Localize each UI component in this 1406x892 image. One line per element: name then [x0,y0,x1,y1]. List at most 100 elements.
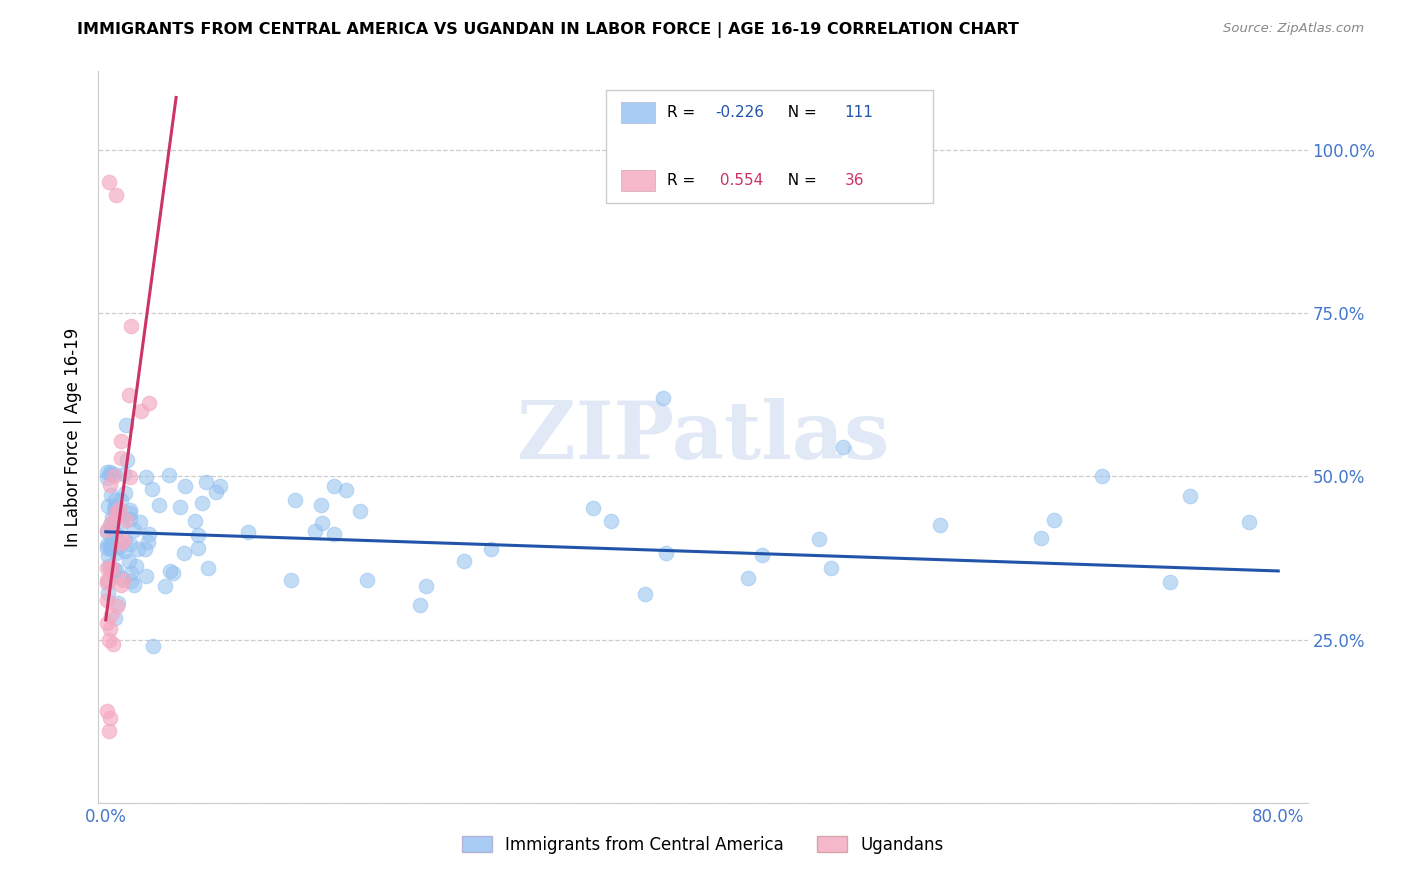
Point [280,573,302,587]
Point [118,388,141,402]
Text: 0.554: 0.554 [716,173,763,188]
Point [118,503,141,517]
Point [134,541,156,556]
Point [96,549,118,564]
Point [236,524,259,539]
Point [107,596,129,610]
Point [127,541,149,556]
Point [173,546,195,560]
Point [634,586,657,600]
Point [110,492,132,507]
Y-axis label: In Labor Force | Age 16-19: In Labor Force | Age 16-19 [65,327,83,547]
Point [103,562,125,576]
Point [124,523,146,537]
Point [100,608,122,623]
Point [118,512,141,526]
Point [101,637,124,651]
Point [737,571,759,585]
Text: ZIPatlas: ZIPatlas [517,398,889,476]
Point [98,517,121,532]
Point [100,536,122,550]
Point [107,541,129,555]
Text: N =: N = [778,173,821,188]
Point [96,705,118,719]
Point [304,524,326,538]
Point [138,535,160,549]
Point [97,723,120,738]
Point [415,579,437,593]
Point [112,573,135,587]
Point [191,496,214,510]
Point [96,541,118,556]
Point [100,521,122,535]
Point [107,504,129,518]
Text: N =: N = [778,105,821,120]
Text: R =: R = [666,173,700,188]
Point [195,475,218,489]
Point [284,492,307,507]
Point [97,586,120,600]
Point [928,518,950,533]
Text: Source: ZipAtlas.com: Source: ZipAtlas.com [1223,22,1364,36]
Point [125,558,148,573]
Text: IMMIGRANTS FROM CENTRAL AMERICA VS UGANDAN IN LABOR FORCE | AGE 16-19 CORRELATIO: IMMIGRANTS FROM CENTRAL AMERICA VS UGAND… [77,22,1019,38]
Point [103,468,125,483]
Point [105,563,128,577]
Point [335,483,357,497]
Point [209,479,232,493]
Point [114,533,136,547]
FancyBboxPatch shape [621,170,655,191]
Point [98,633,121,648]
Point [103,467,125,482]
Point [114,486,136,500]
Point [104,510,127,524]
Point [98,478,121,492]
Legend: Immigrants from Central America, Ugandans: Immigrants from Central America, Ugandan… [456,829,950,860]
Point [159,564,181,578]
Point [453,554,475,568]
Point [100,532,122,546]
Point [104,611,127,625]
Point [129,516,152,530]
Point [104,525,127,540]
Point [100,561,122,575]
Point [96,593,118,607]
Point [174,479,197,493]
Point [349,504,371,518]
Point [1031,531,1053,545]
Point [197,561,219,575]
Point [1091,469,1114,483]
Point [96,538,118,552]
Point [122,577,145,591]
Point [135,568,157,582]
Point [110,516,132,531]
Point [110,536,132,550]
Point [97,574,120,588]
Point [112,467,135,481]
Point [97,499,120,513]
Point [120,319,142,334]
Text: 36: 36 [845,173,863,188]
Point [98,467,121,481]
Point [96,465,118,479]
Point [118,554,141,568]
Point [115,513,138,527]
Point [153,579,176,593]
Text: 111: 111 [845,105,873,120]
FancyBboxPatch shape [606,90,932,203]
Point [108,502,131,516]
Point [138,527,160,541]
Point [98,466,121,480]
Point [832,440,855,454]
Point [96,576,118,591]
Point [162,566,184,581]
Point [651,391,673,405]
Point [157,468,180,483]
Point [104,492,127,507]
Point [138,395,160,409]
Point [118,537,141,551]
Point [148,499,170,513]
Point [807,532,830,546]
Point [311,498,333,512]
Point [105,503,128,517]
